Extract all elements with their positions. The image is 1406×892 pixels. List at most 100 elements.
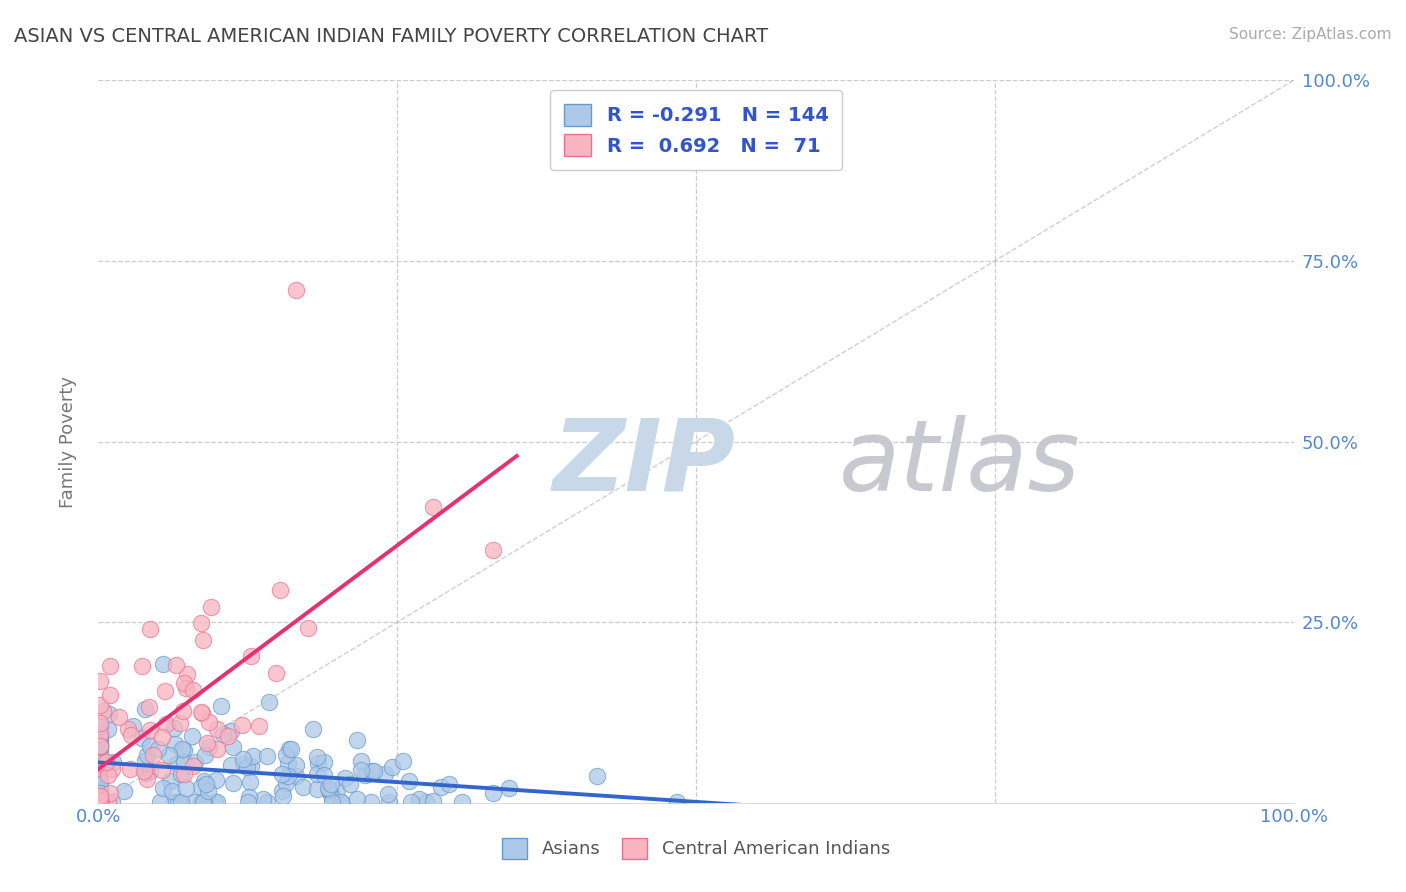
- Point: [89, 795, 111, 809]
- Point: [239, 649, 262, 664]
- Point: [422, 794, 444, 808]
- Point: [236, 760, 259, 774]
- Point: [422, 500, 444, 514]
- Point: [97, 795, 120, 809]
- Point: [330, 795, 353, 809]
- Point: [136, 772, 159, 787]
- Point: [264, 666, 287, 681]
- Point: [152, 657, 174, 671]
- Point: [481, 542, 505, 557]
- Point: [222, 776, 245, 790]
- Point: [166, 756, 188, 771]
- Point: [319, 777, 342, 791]
- Point: [256, 795, 278, 809]
- Point: [146, 741, 169, 756]
- Point: [190, 615, 212, 630]
- Point: [89, 739, 111, 754]
- Point: [219, 724, 242, 739]
- Point: [439, 777, 461, 791]
- Point: [325, 783, 347, 797]
- Point: [361, 764, 384, 778]
- Point: [271, 789, 294, 804]
- Point: [205, 773, 228, 788]
- Point: [353, 768, 375, 782]
- Point: [284, 283, 307, 297]
- Point: [184, 795, 207, 809]
- Point: [163, 795, 186, 809]
- Point: [172, 704, 194, 718]
- Point: [204, 795, 226, 809]
- Point: [346, 733, 368, 747]
- Point: [176, 781, 198, 796]
- Point: [239, 775, 262, 789]
- Point: [222, 740, 245, 755]
- Point: [89, 795, 111, 809]
- Point: [190, 780, 212, 794]
- Point: [174, 681, 197, 695]
- Point: [89, 761, 111, 775]
- Point: [274, 776, 297, 790]
- Point: [429, 780, 451, 794]
- Point: [120, 763, 142, 777]
- Point: [381, 760, 404, 774]
- Point: [285, 757, 308, 772]
- Point: [120, 728, 142, 742]
- Point: [96, 755, 118, 769]
- Point: [89, 793, 111, 807]
- Point: [89, 756, 111, 770]
- Point: [89, 715, 111, 730]
- Point: [173, 767, 195, 781]
- Point: [169, 766, 191, 780]
- Point: [121, 719, 143, 733]
- Point: [89, 793, 111, 807]
- Point: [134, 701, 156, 715]
- Point: [89, 727, 111, 741]
- Point: [132, 764, 155, 779]
- Point: [270, 767, 292, 781]
- Point: [89, 795, 111, 809]
- Point: [101, 762, 124, 776]
- Point: [240, 759, 263, 773]
- Point: [150, 763, 173, 777]
- Point: [89, 792, 111, 806]
- Point: [162, 722, 184, 736]
- Point: [89, 795, 111, 809]
- Point: [89, 767, 111, 781]
- Point: [89, 795, 111, 809]
- Point: [242, 749, 264, 764]
- Point: [195, 777, 218, 791]
- Point: [89, 744, 111, 758]
- Point: [100, 795, 122, 809]
- Point: [162, 783, 184, 797]
- Point: [98, 688, 121, 702]
- Point: [205, 795, 228, 809]
- Point: [197, 784, 219, 798]
- Point: [157, 748, 180, 763]
- Point: [89, 728, 111, 742]
- Point: [181, 759, 204, 773]
- Point: [209, 698, 232, 713]
- Point: [89, 759, 111, 773]
- Point: [307, 756, 329, 771]
- Point: [274, 747, 297, 762]
- Point: [312, 755, 335, 769]
- Point: [321, 788, 343, 802]
- Point: [269, 583, 291, 598]
- Point: [297, 621, 319, 635]
- Point: [135, 747, 157, 762]
- Point: [193, 795, 215, 809]
- Point: [256, 749, 278, 764]
- Point: [305, 767, 328, 781]
- Point: [408, 791, 430, 805]
- Point: [89, 779, 111, 793]
- Point: [142, 748, 165, 763]
- Point: [312, 768, 335, 782]
- Point: [139, 764, 162, 779]
- Point: [131, 731, 153, 745]
- Point: [285, 769, 308, 783]
- Point: [149, 795, 172, 809]
- Point: [98, 707, 121, 722]
- Point: [89, 784, 111, 798]
- Point: [219, 758, 242, 772]
- Point: [191, 706, 214, 720]
